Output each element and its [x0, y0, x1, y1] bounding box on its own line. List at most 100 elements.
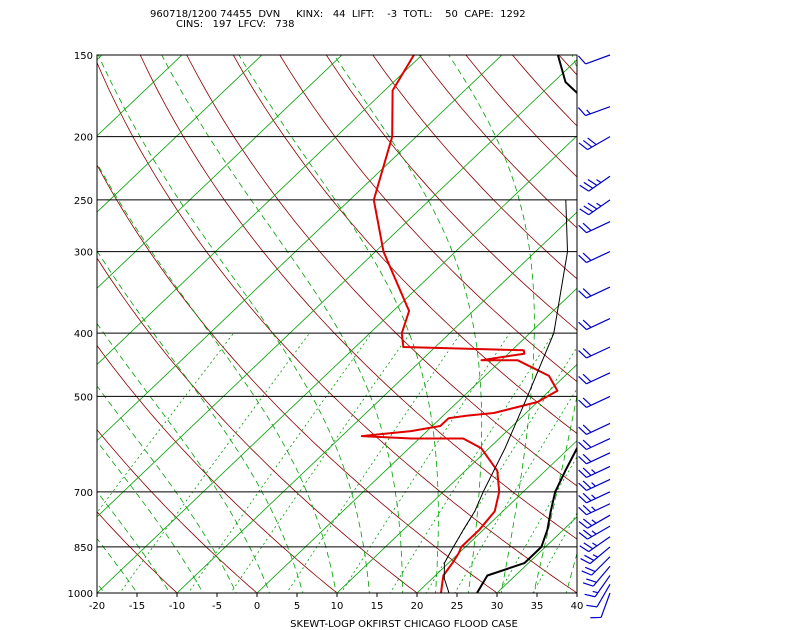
- mixing-ratio-line: [230, 332, 411, 593]
- isotherm: [336, 363, 577, 593]
- dry-adiabat: [550, 0, 806, 607]
- dry-adiabat: [97, 592, 98, 593]
- moist-adiabat: [448, 55, 535, 593]
- header-line-1: 960718/1200 74455 DVN KINX: 44 LIFT: -3 …: [150, 9, 526, 20]
- moist-adiabat: [333, 55, 483, 593]
- dry-adiabat: [325, 55, 577, 331]
- temperature-tick-label: 40: [571, 601, 584, 612]
- pressure-tick-label: 200: [74, 133, 93, 144]
- moist-adiabat: [565, 551, 577, 593]
- wind-barb: [584, 575, 611, 598]
- mixing-ratio-line: [119, 332, 310, 593]
- header-line-2: CINS: 197 LFCV: 738: [176, 19, 295, 30]
- temperature-tick-label: 15: [371, 601, 384, 612]
- isotherms: [0, 0, 577, 607]
- wind-barb: [586, 584, 611, 608]
- mixing-ratio-line: [97, 332, 234, 514]
- temperature-tick-label: -10: [169, 601, 185, 612]
- wind-barb: [578, 525, 611, 540]
- dry-adiabat: [511, 55, 577, 127]
- temperature-tick-label: -20: [89, 601, 105, 612]
- dry-adiabat: [594, 0, 806, 607]
- dry-adiabat: [186, 55, 577, 487]
- wind-barb: [578, 437, 611, 451]
- moist-adiabat: [97, 162, 337, 593]
- temperature-tick-label: 10: [331, 601, 344, 612]
- mixing-ratio-line: [389, 332, 555, 593]
- pressure-tick-label: 250: [74, 196, 93, 207]
- mixing-ratio-line: [286, 332, 462, 593]
- isotherm: [576, 592, 577, 593]
- dry-adiabat: [232, 55, 577, 435]
- dry-adiabat: [372, 55, 577, 280]
- wind-barb: [579, 199, 611, 216]
- dry-adiabat: [769, 0, 806, 607]
- isotherm: [97, 55, 103, 61]
- environment-trace: [476, 55, 577, 593]
- mixing-ratio-lines: [97, 332, 577, 593]
- sounding-traces: [360, 55, 577, 593]
- dry-adiabat: [681, 0, 806, 607]
- dry-adiabat: [0, 0, 30, 607]
- isotherm: [496, 516, 577, 593]
- moist-adiabat: [0, 0, 83, 607]
- moist-adiabat: [97, 250, 304, 593]
- temperature-tick-label: 5: [294, 601, 300, 612]
- chart-caption: SKEWT-LOGP OKFIRST CHICAGO FLOOD CASE: [290, 619, 518, 630]
- temperature-tick-label: 25: [451, 601, 464, 612]
- wind-barb: [580, 546, 611, 565]
- isobars: [97, 54, 577, 594]
- mixing-ratio-line: [340, 332, 511, 593]
- pressure-tick-label: 400: [74, 329, 93, 340]
- mixing-ratio-line: [425, 346, 577, 593]
- wind-barb: [578, 478, 611, 491]
- wind-barb: [578, 491, 611, 504]
- moist-adiabat: [161, 55, 403, 593]
- wind-barb: [579, 175, 611, 192]
- moist-adiabats: [0, 0, 577, 607]
- wind-barb: [578, 286, 611, 299]
- wind-barb: [578, 221, 611, 234]
- dry-adiabat: [97, 344, 338, 593]
- dry-adiabat: [418, 55, 577, 229]
- wind-barb: [578, 251, 611, 264]
- dry-adiabat: [279, 55, 577, 383]
- parcel-trace: [443, 199, 568, 593]
- temperature-tick-label: 35: [531, 601, 544, 612]
- moist-adiabat: [97, 440, 204, 593]
- moist-adiabat: [97, 55, 370, 593]
- dry-adiabat: [139, 55, 577, 540]
- temperature-tick-labels: -20 -15 -10 -5 0 5 10 15 20 25 30 35 40: [89, 593, 584, 612]
- pressure-tick-label: 850: [74, 543, 93, 554]
- wind-barb: [578, 422, 611, 435]
- temperature-tick-label: 30: [491, 601, 504, 612]
- isotherm: [0, 0, 8, 607]
- dry-adiabat: [638, 0, 806, 607]
- mixing-ratio-line: [498, 456, 577, 593]
- moist-adiabat: [97, 385, 237, 593]
- dry-adiabats: [0, 0, 806, 607]
- wind-barb: [577, 106, 611, 117]
- isotherm: [97, 59, 577, 518]
- wind-barbs: [577, 54, 611, 619]
- wind-barb: [578, 395, 611, 408]
- mixing-ratio-line: [454, 388, 577, 593]
- moist-adiabat: [97, 491, 171, 593]
- dry-adiabat: [97, 511, 178, 593]
- temperature-tick-label: 0: [254, 601, 260, 612]
- wind-barb: [578, 372, 611, 385]
- temperature-tick-label: -5: [212, 601, 222, 612]
- dry-adiabat: [97, 61, 577, 593]
- wind-barb: [578, 452, 611, 465]
- isotherm: [176, 211, 577, 593]
- moist-adiabat: [533, 55, 577, 593]
- wind-barb: [577, 54, 611, 65]
- dry-adiabat: [97, 257, 418, 593]
- temperature-tick-label: 20: [411, 601, 424, 612]
- isotherm: [97, 55, 503, 442]
- isotherm: [416, 440, 577, 593]
- temperature-tick-label: -15: [129, 601, 145, 612]
- isotherm: [97, 55, 423, 365]
- wind-barb: [578, 465, 611, 478]
- isotherm: [256, 287, 577, 593]
